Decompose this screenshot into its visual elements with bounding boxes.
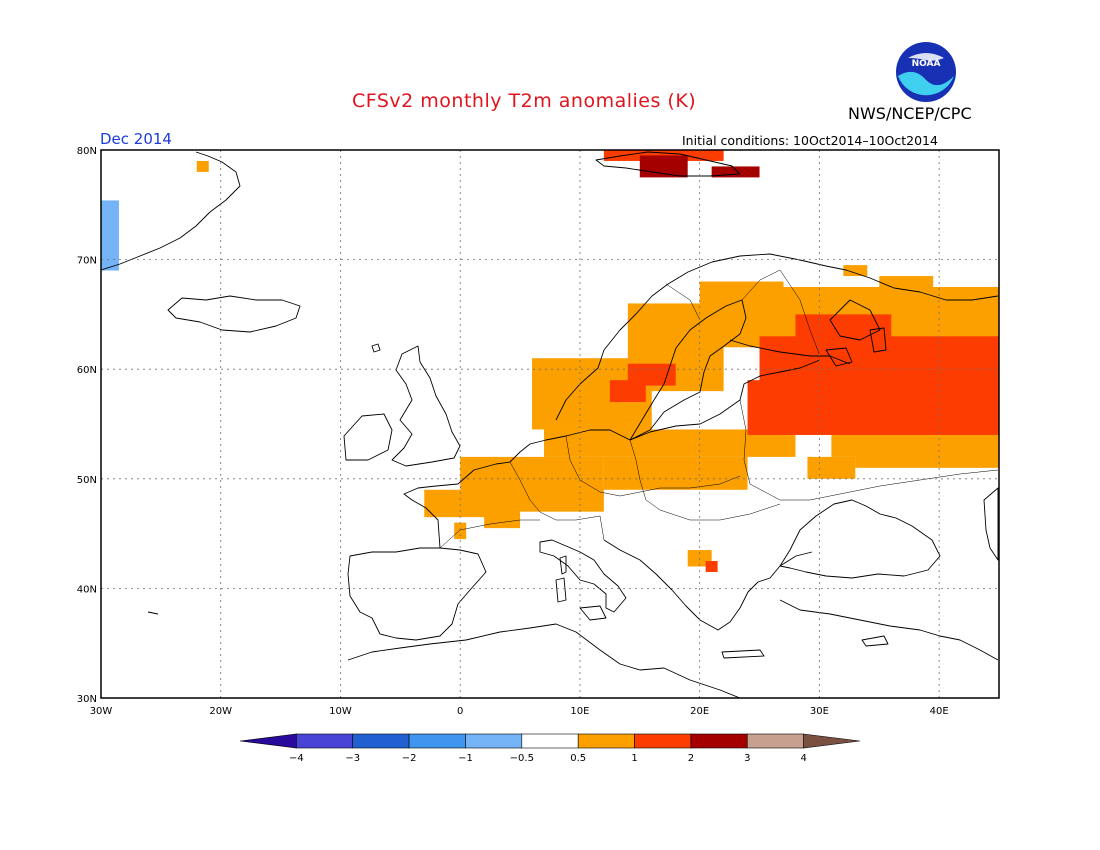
lat-label: 40N <box>77 584 97 595</box>
anomaly-cell-red_orange <box>627 363 676 386</box>
coastline-sweden-east <box>629 299 747 441</box>
anomaly-cell-orange <box>603 456 748 490</box>
coastline-iberia <box>347 547 487 641</box>
map-frame <box>100 149 1000 699</box>
lon-label: 10E <box>570 706 589 717</box>
colorbar-label: 1 <box>631 753 637 764</box>
lat-label: 80N <box>77 146 97 157</box>
coastline-sardinia <box>555 577 567 603</box>
colorbar-label: 3 <box>744 753 750 764</box>
coastline-great-britain <box>391 345 461 467</box>
longitude-labels: 30W 20W 10W 0 10E 20E 30E 40E <box>90 706 949 717</box>
coastline-iceland <box>167 295 301 333</box>
colorbar-swatch <box>521 733 579 749</box>
lat-label: 30N <box>77 694 97 705</box>
latitude-labels: 30N 40N 50N 60N 70N 80N <box>77 146 97 705</box>
coastline-france <box>403 435 567 549</box>
lon-label: 20W <box>209 706 232 717</box>
coastline-ireland <box>343 413 393 461</box>
coastline-baltic <box>565 359 821 441</box>
colorbar-label: 4 <box>800 753 806 764</box>
coastline-anatolia <box>779 599 999 661</box>
anomaly-cell-red_orange <box>795 314 892 348</box>
coastline-sicily <box>579 605 607 621</box>
colorbar-label: −1 <box>458 753 473 764</box>
coastline-scandinavia <box>555 253 999 421</box>
anomaly-cell-orange <box>855 445 999 468</box>
colorbar-label: 2 <box>688 753 694 764</box>
lon-label: 40E <box>930 706 949 717</box>
colorbar-arrow-low <box>239 733 297 749</box>
coastline-caspian <box>983 487 999 561</box>
colorbar-swatch <box>577 733 635 749</box>
anomaly-cell-orange <box>843 265 868 277</box>
lon-label: 10W <box>329 706 352 717</box>
colorbar-swatch <box>296 733 354 749</box>
colorbar: −4 −3 −2 −1 −0.5 0.5 1 2 3 4 <box>239 733 861 764</box>
coastline-italy <box>539 539 627 613</box>
colorbar-swatch <box>634 733 692 749</box>
agency-label: NWS/NCEP/CPC <box>848 104 972 123</box>
coastline-gulf-of-finland <box>729 339 851 365</box>
lat-label: 50N <box>77 475 97 486</box>
valid-month-label: Dec 2014 <box>100 130 172 148</box>
lat-label: 60N <box>77 365 97 376</box>
lon-label: 30E <box>810 706 829 717</box>
lake-onega <box>869 327 887 353</box>
lon-label: 0 <box>457 706 463 717</box>
anomaly-cell-orange <box>196 160 209 172</box>
colorbar-label: −3 <box>345 753 360 764</box>
colorbar-label: −0.5 <box>510 753 534 764</box>
anomaly-cell-orange <box>484 511 521 529</box>
colorbar-label: 0.5 <box>570 753 586 764</box>
coastline-corsica <box>559 555 567 575</box>
coastline-faroe <box>371 343 381 353</box>
anomaly-cell-lt_blue <box>101 200 119 271</box>
coastline-white-sea <box>829 299 881 341</box>
lat-label: 70N <box>77 256 97 267</box>
chart-title: CFSv2 monthly T2m anomalies (K) <box>352 90 697 112</box>
noaa-logo: NOAA <box>896 42 956 102</box>
logo-text: NOAA <box>912 59 941 69</box>
coastline-black-sea <box>779 499 941 579</box>
colorbar-swatch <box>746 733 804 749</box>
anomaly-cell-orange <box>807 456 856 479</box>
lake-ladoga <box>825 347 853 367</box>
coastline-north-africa <box>347 623 741 698</box>
graticule <box>101 150 999 698</box>
coastline-greenland <box>101 151 241 271</box>
coastlines <box>101 151 999 698</box>
coastline-crete <box>721 649 765 659</box>
anomaly-field <box>101 150 999 572</box>
lon-label: 30W <box>90 706 113 717</box>
colorbar-swatch <box>408 733 466 749</box>
coastline-balkans <box>603 539 813 631</box>
anomaly-cell-orange <box>454 522 467 540</box>
coastline-svalbard <box>595 151 741 177</box>
colorbar-label: −2 <box>402 753 417 764</box>
colorbar-swatch <box>352 733 410 749</box>
lon-label: 20E <box>690 706 709 717</box>
colorbar-arrow-high <box>803 733 861 749</box>
initial-conditions-label: Initial conditions: 10Oct2014–10Oct2014 <box>682 133 938 148</box>
country-borders <box>439 269 999 549</box>
anomaly-cell-red_orange <box>705 561 718 572</box>
coastline-azores <box>147 611 159 615</box>
colorbar-swatch <box>465 733 523 749</box>
colorbar-label: −4 <box>289 753 304 764</box>
coastline-cyprus <box>861 635 889 647</box>
colorbar-swatch <box>690 733 748 749</box>
anomaly-cell-dark_red <box>711 166 760 178</box>
